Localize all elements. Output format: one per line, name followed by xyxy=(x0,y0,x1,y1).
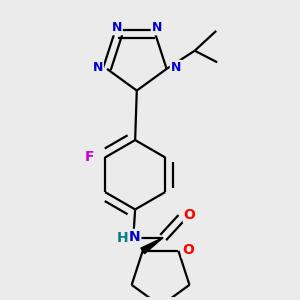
Text: H: H xyxy=(117,230,128,244)
Polygon shape xyxy=(141,238,163,254)
Text: N: N xyxy=(152,21,162,34)
Text: N: N xyxy=(129,230,140,244)
Text: O: O xyxy=(184,208,196,222)
Text: N: N xyxy=(92,61,103,74)
Text: O: O xyxy=(182,243,194,257)
Text: N: N xyxy=(112,21,122,34)
Text: F: F xyxy=(85,150,94,164)
Text: N: N xyxy=(171,61,181,74)
